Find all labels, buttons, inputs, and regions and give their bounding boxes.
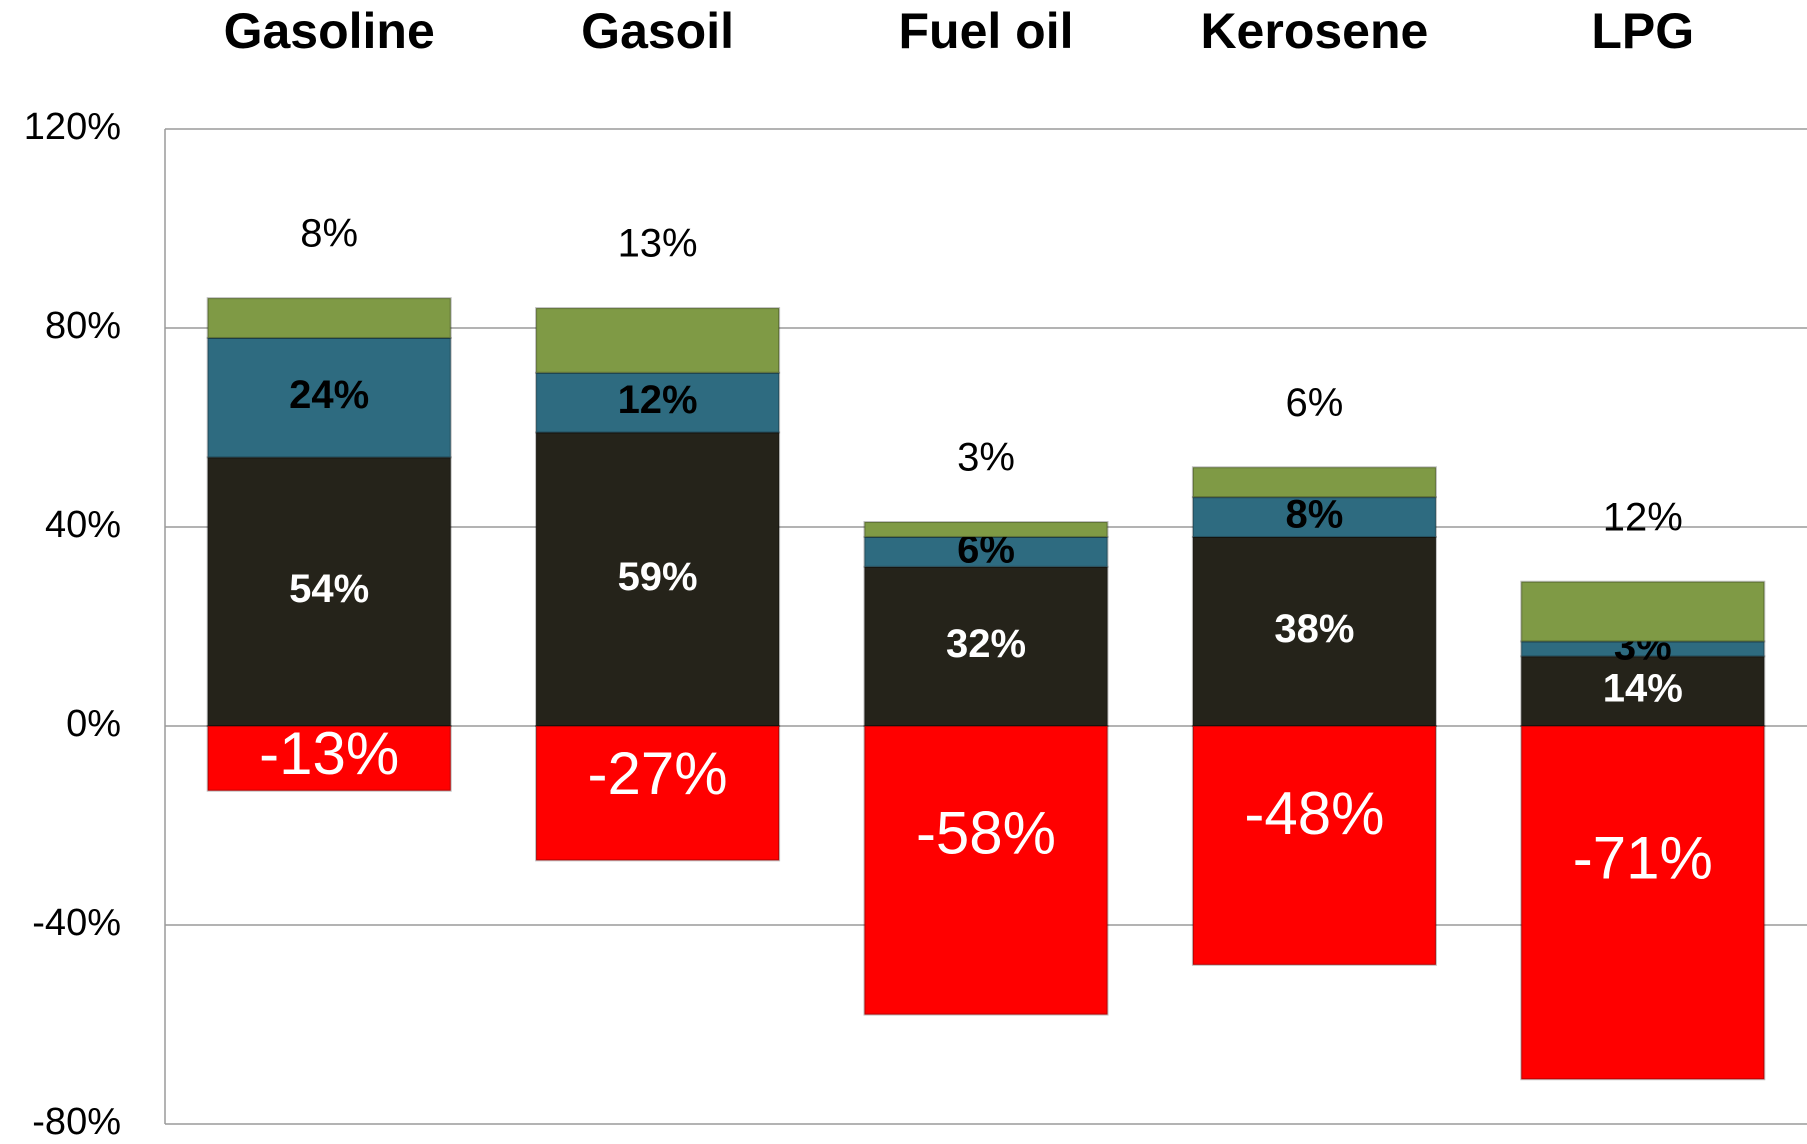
bar-segment [1520,655,1766,727]
bar-segment [1191,466,1437,499]
bar-segment [1520,580,1766,643]
data-label: 59% [618,555,698,599]
bar-segment [535,431,781,727]
data-label: 32% [946,622,1026,666]
y-tick-label: 80% [45,305,121,347]
bar-segment [863,725,1109,1016]
category-label: Gasoline [224,3,435,59]
data-label: -58% [916,799,1056,866]
category-label: Gasoil [581,3,734,59]
category-label: Fuel oil [899,3,1074,59]
y-tick-label: -80% [32,1101,121,1143]
data-label: 24% [289,373,369,417]
bar-segment [206,725,452,792]
data-label: 12% [618,378,698,422]
y-tick-label: 120% [24,106,121,148]
data-label: 8% [1285,493,1343,537]
data-label: 38% [1274,607,1354,651]
bar-segment [1191,496,1437,538]
data-label: -13% [259,720,399,787]
y-tick-label: -40% [32,902,121,944]
bar-segment [535,371,781,434]
data-label: -71% [1573,824,1713,891]
bar-segment [1191,725,1437,966]
data-label: 13% [618,222,698,266]
data-label: 14% [1603,667,1683,711]
category-label: LPG [1591,3,1694,59]
bar-segment [1520,725,1766,1081]
data-label: -27% [588,740,728,807]
bar-segment [535,725,781,862]
bar-segment [206,297,452,339]
bar-segment [863,565,1109,727]
data-label: 6% [1285,381,1343,425]
data-label: 12% [1603,495,1683,539]
bar-segment [863,535,1109,568]
data-label: -48% [1244,780,1384,847]
bar-segment [535,307,781,374]
y-tick-label: 40% [45,504,121,546]
data-label: 54% [289,567,369,611]
data-label: 8% [300,212,358,256]
bar-segment [863,521,1109,538]
data-label: 3% [957,436,1015,480]
bar-segment [206,336,452,459]
bar-segment [1191,535,1437,728]
category-label: Kerosene [1200,3,1428,59]
y-tick-label: 0% [66,703,121,745]
